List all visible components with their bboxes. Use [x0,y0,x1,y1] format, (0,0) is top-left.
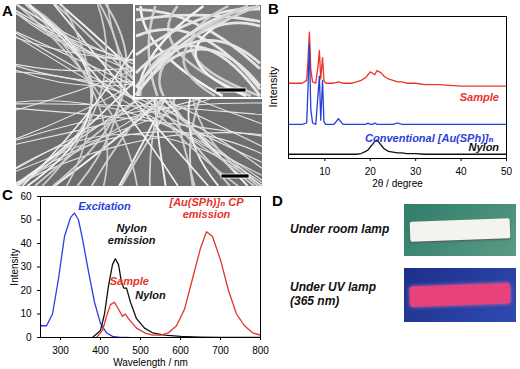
svg-text:40: 40 [20,238,32,249]
svg-text:600: 600 [172,345,189,356]
html-text:Under room lamp: Under room lamp [290,222,390,236]
html-text:Under UV lamp (365 nm): Under UV lamp (365 nm) [290,280,376,308]
svg-text:400: 400 [92,345,109,356]
svg-text:40: 40 [456,166,468,177]
svg-text:Sample: Sample [110,275,149,287]
html-text:Intensity: Intensity [267,66,279,108]
svg-text:10: 10 [20,308,32,319]
svg-text:50: 50 [501,166,513,177]
svg-text:300: 300 [52,345,69,356]
svg-text:30: 30 [20,261,32,272]
svg-text:[Au(SPh)]ₙ CPemission: [Au(SPh)]ₙ CPemission [168,196,244,220]
svg-text:Nylonemission: Nylonemission [108,222,156,246]
svg-text:Conventional [Au(SPh)]ₙ: Conventional [Au(SPh)]ₙ [365,132,494,145]
html-text:D: D [272,192,283,209]
svg-text:2θ / degree: 2θ / degree [372,178,423,189]
svg-text:700: 700 [212,345,229,356]
svg-text:50: 50 [20,214,32,225]
svg-text:Nylon: Nylon [469,141,500,153]
svg-text:60: 60 [20,191,32,202]
svg-text:800: 800 [252,345,269,356]
svg-text:30: 30 [410,166,422,177]
html-text:B: B [268,0,279,17]
svg-text:Intensity: Intensity [9,248,20,285]
svg-text:10: 10 [319,166,331,177]
html-text:C: C [2,186,13,203]
svg-text:Wavelength / nm: Wavelength / nm [113,357,188,368]
svg-text:Sample: Sample [460,91,499,103]
svg-text:20: 20 [20,285,32,296]
svg-text:0: 0 [26,332,32,343]
svg-text:Excitation: Excitation [78,200,131,212]
svg-text:Nylon: Nylon [135,289,166,301]
html-text:A: A [2,2,13,19]
svg-text:500: 500 [132,345,149,356]
svg-text:20: 20 [365,166,377,177]
